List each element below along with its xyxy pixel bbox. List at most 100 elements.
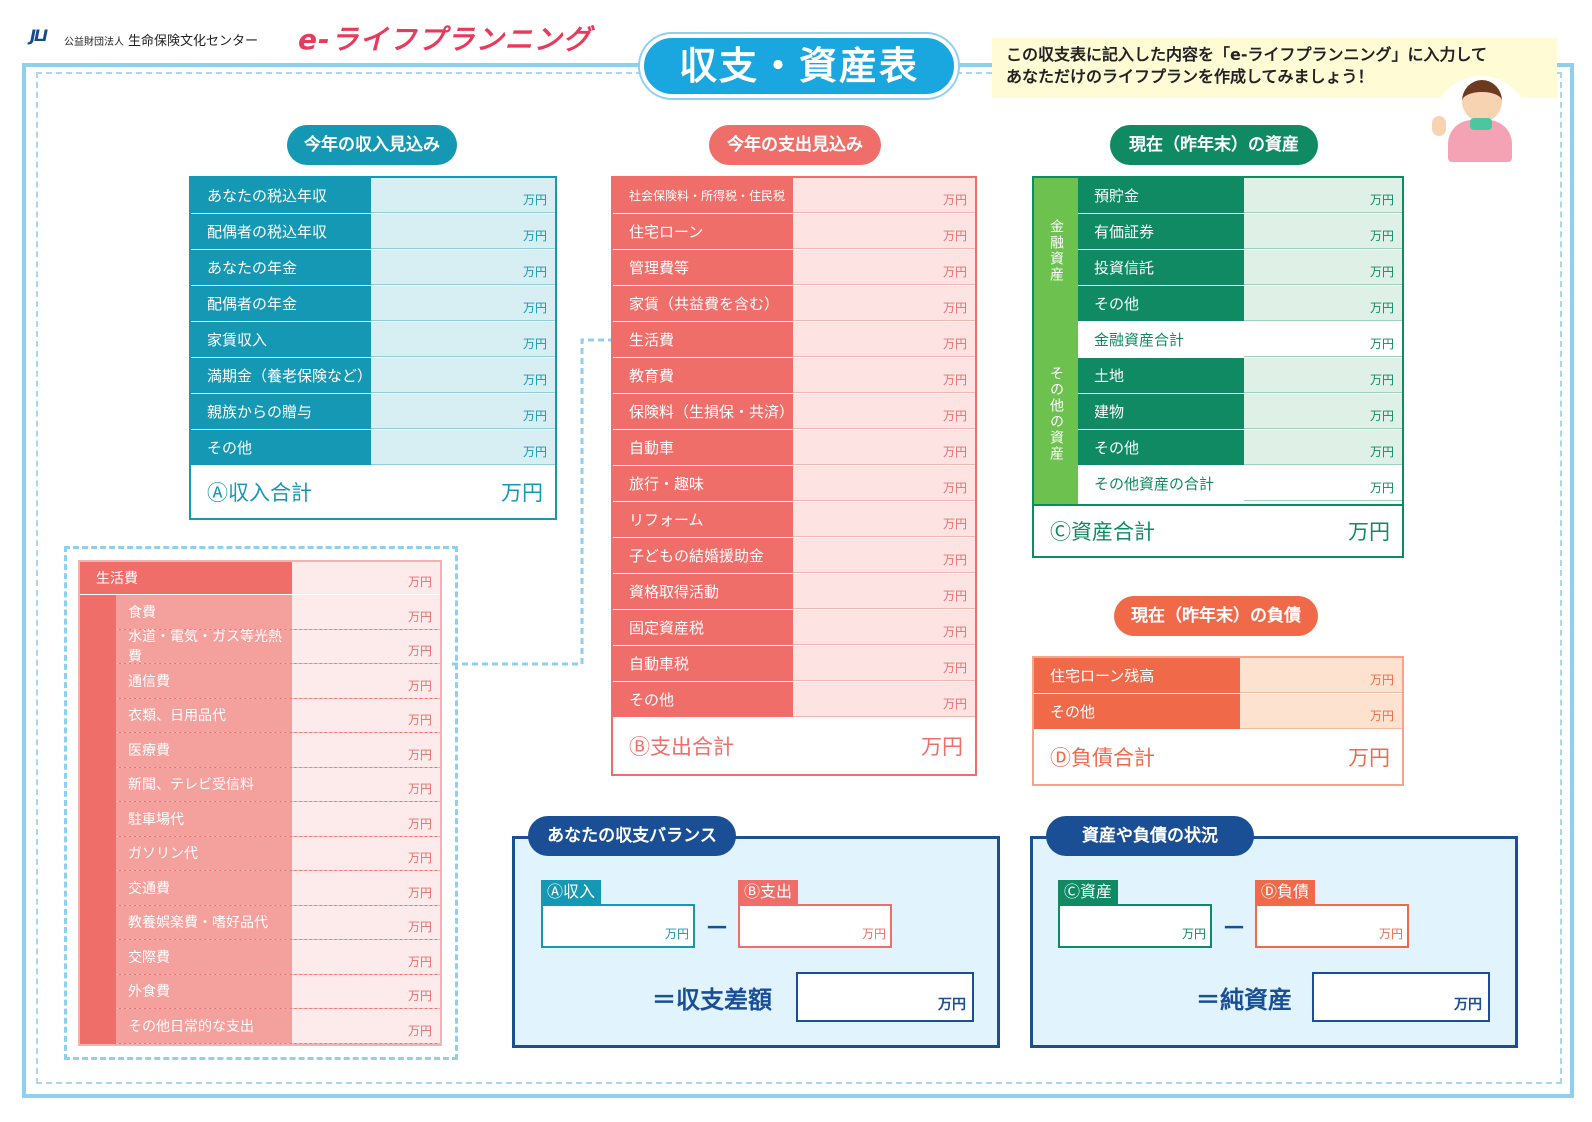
expense-row-value[interactable]: 万円: [793, 610, 975, 645]
expense-row-value[interactable]: 万円: [793, 358, 975, 393]
financial-asset-total-row-value[interactable]: 万円: [1244, 322, 1402, 357]
other-asset-row[interactable]: 建物 万円: [1078, 394, 1402, 430]
living-item-row[interactable]: 衣類、日用品代 万円: [116, 698, 440, 733]
living-item-row[interactable]: 駐車場代 万円: [116, 802, 440, 837]
living-header-row[interactable]: 生活費 万円: [80, 562, 440, 595]
liability-row-value[interactable]: 万円: [1240, 658, 1402, 693]
income-row-value[interactable]: 万円: [371, 430, 555, 465]
living-item-row-value[interactable]: 万円: [292, 698, 440, 732]
liability-row-value[interactable]: 万円: [1240, 694, 1402, 729]
living-item-row[interactable]: 教養娯楽費・嗜好品代 万円: [116, 905, 440, 940]
expense-row[interactable]: 自動車 万円: [613, 430, 975, 466]
financial-asset-row[interactable]: 有価証券 万円: [1078, 214, 1402, 250]
balance-result-input[interactable]: 万円: [796, 972, 974, 1022]
expense-row-value[interactable]: 万円: [793, 502, 975, 537]
expense-row-value[interactable]: 万円: [793, 250, 975, 285]
income-row[interactable]: あなたの年金 万円: [191, 250, 555, 286]
expense-row-value[interactable]: 万円: [793, 538, 975, 573]
expense-row-value[interactable]: 万円: [793, 178, 975, 213]
income-row-value[interactable]: 万円: [371, 250, 555, 285]
status-result-input[interactable]: 万円: [1312, 972, 1490, 1022]
income-row-value[interactable]: 万円: [371, 286, 555, 321]
financial-asset-row[interactable]: 投資信託 万円: [1078, 250, 1402, 286]
living-item-row[interactable]: 食費 万円: [116, 595, 440, 630]
income-row[interactable]: 配偶者の税込年収 万円: [191, 214, 555, 250]
other-asset-total-row[interactable]: その他資産の合計 万円: [1078, 466, 1402, 502]
expense-row-value[interactable]: 万円: [793, 430, 975, 465]
living-item-row-value[interactable]: 万円: [292, 1009, 440, 1043]
expense-row-value[interactable]: 万円: [793, 286, 975, 321]
living-item-row-value[interactable]: 万円: [292, 595, 440, 629]
financial-asset-total-row[interactable]: 金融資産合計 万円: [1078, 322, 1402, 358]
income-total-row[interactable]: Ⓐ収入合計 万円: [191, 466, 555, 518]
income-row[interactable]: 配偶者の年金 万円: [191, 286, 555, 322]
expense-row[interactable]: 資格取得活動 万円: [613, 574, 975, 610]
living-item-row-value[interactable]: 万円: [292, 767, 440, 801]
living-item-row[interactable]: 交通費 万円: [116, 871, 440, 906]
living-item-row-value[interactable]: 万円: [292, 905, 440, 939]
living-item-row[interactable]: 医療費 万円: [116, 733, 440, 768]
living-item-row-value[interactable]: 万円: [292, 940, 440, 974]
status-liability-input[interactable]: 万円: [1255, 904, 1409, 948]
income-row-value[interactable]: 万円: [371, 178, 555, 213]
expense-total-row[interactable]: Ⓑ支出合計 万円: [613, 718, 975, 774]
financial-asset-row[interactable]: その他 万円: [1078, 286, 1402, 322]
expense-row-value[interactable]: 万円: [793, 466, 975, 501]
liabilities-total-row[interactable]: Ⓓ負債合計 万円: [1034, 730, 1402, 784]
income-row-value[interactable]: 万円: [371, 394, 555, 429]
expense-row[interactable]: 保険料（生損保・共済） 万円: [613, 394, 975, 430]
living-item-row-value[interactable]: 万円: [292, 664, 440, 698]
other-asset-row[interactable]: その他 万円: [1078, 430, 1402, 466]
living-item-row[interactable]: 新聞、テレビ受信料 万円: [116, 767, 440, 802]
income-row[interactable]: 家賃収入 万円: [191, 322, 555, 358]
expense-row[interactable]: 管理費等 万円: [613, 250, 975, 286]
status-asset-input[interactable]: 万円: [1058, 904, 1212, 948]
expense-row-value[interactable]: 万円: [793, 682, 975, 717]
living-item-row-value[interactable]: 万円: [292, 871, 440, 905]
expense-row[interactable]: 生活費 万円: [613, 322, 975, 358]
living-item-row-value[interactable]: 万円: [292, 836, 440, 870]
income-row[interactable]: あなたの税込年収 万円: [191, 178, 555, 214]
living-item-row[interactable]: その他日常的な支出 万円: [116, 1009, 440, 1044]
income-row[interactable]: 満期金（養老保険など） 万円: [191, 358, 555, 394]
financial-asset-row-value[interactable]: 万円: [1244, 250, 1402, 285]
expense-row-value[interactable]: 万円: [793, 574, 975, 609]
expense-row-value[interactable]: 万円: [793, 646, 975, 681]
living-item-row[interactable]: 通信費 万円: [116, 664, 440, 699]
expense-row[interactable]: その他 万円: [613, 682, 975, 718]
expense-row[interactable]: 自動車税 万円: [613, 646, 975, 682]
liability-row[interactable]: その他 万円: [1034, 694, 1402, 730]
financial-asset-row-value[interactable]: 万円: [1244, 286, 1402, 321]
other-asset-row-value[interactable]: 万円: [1244, 358, 1402, 393]
living-item-row[interactable]: ガソリン代 万円: [116, 836, 440, 871]
living-item-row[interactable]: 交際費 万円: [116, 940, 440, 975]
expense-row-value[interactable]: 万円: [793, 394, 975, 429]
living-header-value[interactable]: 万円: [292, 562, 440, 594]
expense-row-value[interactable]: 万円: [793, 214, 975, 249]
other-asset-row-value[interactable]: 万円: [1244, 430, 1402, 465]
living-item-row[interactable]: 水道・電気・ガス等光熱費 万円: [116, 629, 440, 665]
other-asset-row[interactable]: 土地 万円: [1078, 358, 1402, 394]
expense-row[interactable]: 社会保険料・所得税・住民税 万円: [613, 178, 975, 214]
living-item-row-value[interactable]: 万円: [292, 733, 440, 767]
income-row-value[interactable]: 万円: [371, 322, 555, 357]
living-item-row-value[interactable]: 万円: [292, 974, 440, 1008]
expense-row[interactable]: 固定資産税 万円: [613, 610, 975, 646]
assets-total-row[interactable]: Ⓒ資産合計 万円: [1034, 504, 1402, 556]
expense-row[interactable]: 家賃（共益費を含む） 万円: [613, 286, 975, 322]
expense-row[interactable]: 住宅ローン 万円: [613, 214, 975, 250]
other-asset-row-value[interactable]: 万円: [1244, 394, 1402, 429]
expense-row[interactable]: 教育費 万円: [613, 358, 975, 394]
expense-row[interactable]: リフォーム 万円: [613, 502, 975, 538]
balance-expense-input[interactable]: 万円: [738, 904, 892, 948]
income-row-value[interactable]: 万円: [371, 214, 555, 249]
expense-row[interactable]: 子どもの結婚援助金 万円: [613, 538, 975, 574]
living-item-row-value[interactable]: 万円: [292, 629, 440, 663]
expense-row-value[interactable]: 万円: [793, 322, 975, 357]
balance-income-input[interactable]: 万円: [541, 904, 695, 948]
financial-asset-row-value[interactable]: 万円: [1244, 178, 1402, 213]
income-row[interactable]: 親族からの贈与 万円: [191, 394, 555, 430]
liability-row[interactable]: 住宅ローン残高 万円: [1034, 658, 1402, 694]
expense-row[interactable]: 旅行・趣味 万円: [613, 466, 975, 502]
living-item-row-value[interactable]: 万円: [292, 802, 440, 836]
